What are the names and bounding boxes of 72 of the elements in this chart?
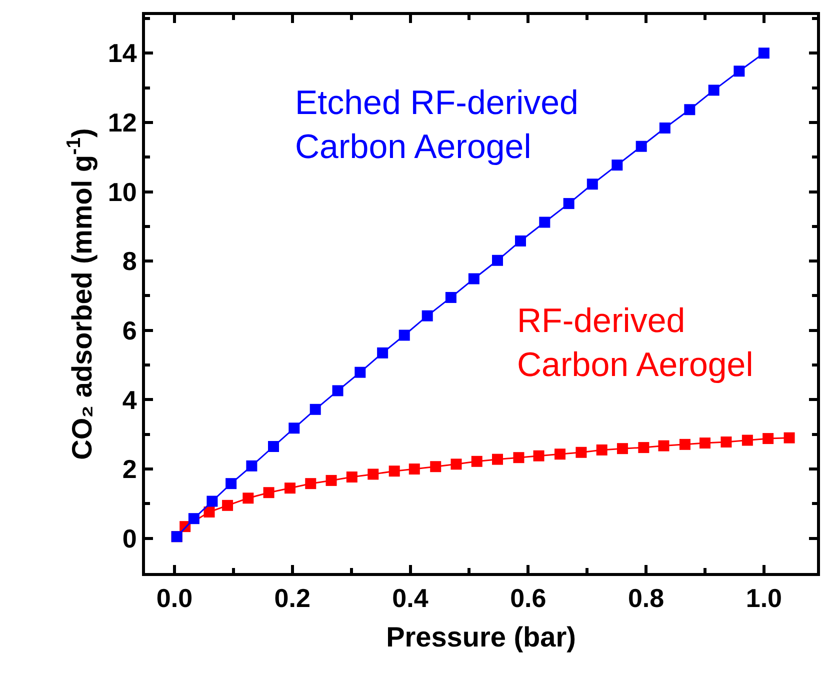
point [734,66,745,77]
point [398,330,410,341]
x-tick-label: 0.0 [156,583,193,614]
point [242,492,254,504]
point [659,122,670,134]
point [679,438,690,450]
point [784,432,795,444]
x-axis-title: Pressure (bar) [386,621,576,652]
point [742,434,753,446]
point [684,104,696,116]
point [554,448,566,460]
point [284,482,296,494]
point [636,140,647,152]
point [758,48,770,59]
point [513,452,524,464]
y-tick-label: 14 [108,38,138,68]
x-tick-label: 0.4 [392,583,429,614]
x-tick-label: 0.2 [274,583,310,614]
point [708,84,720,96]
series-label: Etched RF-derived Carbon Aerogel [295,84,578,166]
point [408,464,420,475]
y-tick-label: 0 [122,523,137,554]
point [492,254,504,266]
y-tick-label: 12 [108,108,137,138]
point [368,468,379,480]
point [638,442,650,454]
series-label: RF-derived Carbon Aerogel [517,302,754,384]
point [563,198,574,210]
point [658,440,670,452]
point [422,310,433,322]
x-tick-label: 0.8 [628,583,664,614]
point [596,444,608,456]
point [576,446,587,458]
y-tick-label: 8 [122,246,137,276]
point [450,458,462,470]
y-tick-label: 4 [122,384,138,415]
point [206,496,218,507]
point [332,385,344,396]
y-tick-label: 10 [108,176,137,207]
point [468,273,480,284]
point [305,478,316,490]
y-tick-label: 6 [122,315,137,346]
point [762,433,774,444]
point [377,347,388,358]
point [310,404,321,415]
point [354,366,366,378]
point [326,474,337,486]
x-tick-label: 1.0 [746,583,782,614]
x-tick-label: 0.6 [510,583,546,614]
point [720,436,732,448]
point [346,472,358,482]
point [226,478,237,490]
point [700,438,710,449]
point [586,178,598,190]
y-tick-label: 2 [122,454,137,484]
point [492,454,504,465]
point [471,456,482,467]
point [539,216,550,228]
point [388,466,400,477]
point [188,513,200,524]
point [268,441,280,452]
point [430,461,442,472]
point [616,443,628,454]
point [533,450,544,462]
point [263,487,274,498]
point [514,235,526,246]
point [222,500,234,511]
point [612,160,623,171]
point [445,292,456,303]
point [204,506,215,518]
point [288,422,300,434]
point [246,460,258,472]
